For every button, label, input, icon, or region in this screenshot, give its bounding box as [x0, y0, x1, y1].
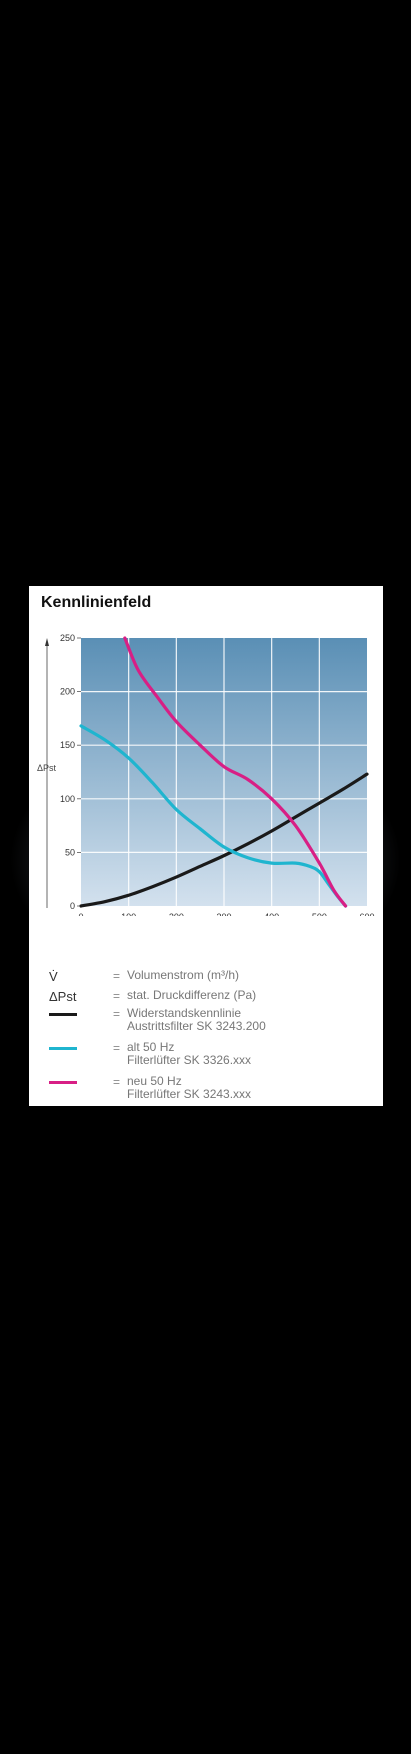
legend-equals: =: [113, 989, 121, 1003]
series-line-1: [79, 724, 348, 908]
y-tick-label: 50: [65, 847, 75, 857]
y-tick-label: 100: [60, 794, 75, 804]
legend-equals: =: [113, 1075, 121, 1089]
legend-equals: =: [113, 1007, 121, 1021]
legend-text: alt 50 Hz Filterlüfter SK 3326.xxx: [127, 1041, 251, 1067]
legend-text-line: Filterlüfter SK 3243.xxx: [127, 1087, 252, 1101]
y-tick-label: 200: [60, 687, 75, 697]
legend-swatch: [49, 1013, 77, 1016]
legend-text-line: neu 50 Hz: [127, 1074, 182, 1088]
legend-text-line: Austrittsfilter SK 3243.200: [127, 1019, 266, 1033]
legend-text: neu 50 Hz Filterlüfter SK 3243.xxx: [127, 1075, 251, 1101]
x-tick-label: 600: [359, 912, 374, 916]
x-tick-label: 100: [121, 912, 136, 916]
x-tick-label: 200: [169, 912, 184, 916]
legend-text-line: Filterlüfter SK 3326.xxx: [127, 1053, 252, 1067]
legend-text: Volumenstrom (m³/h): [127, 968, 240, 982]
x-tick-label: 0: [78, 912, 83, 916]
y-tick-label: 0: [70, 901, 75, 911]
y-arrow-head: [45, 638, 49, 646]
x-tick-label: 400: [264, 912, 279, 916]
legend-text: Widerstandskennlinie Austrittsfilter SK 3…: [127, 1007, 266, 1033]
legend-text-line: alt 50 Hz: [127, 1040, 175, 1054]
legend-text: stat. Druckdifferenz (Pa): [127, 988, 257, 1002]
y-tick-label: 150: [60, 740, 75, 750]
series-line-2: [123, 636, 348, 908]
legend-swatch: [49, 1047, 77, 1050]
legend-text-line: Widerstandskennlinie: [127, 1006, 242, 1020]
series-line-0: [79, 772, 369, 908]
legend-equals: =: [113, 969, 121, 983]
legend-equals: =: [113, 1041, 121, 1055]
chart-title: Kennlinienfeld: [41, 594, 152, 611]
y-axis-label: ΔPst: [37, 763, 57, 773]
x-tick-label: 300: [216, 912, 231, 916]
characteristic-chart: 0 50 100 150 200 250 0 100 200 300 400 500 600 ΔPst…: [37, 633, 375, 916]
x-tick-label: 500: [312, 912, 327, 916]
chart-card: Kennlinienfeld 0 50 100 150 200 250 0 100 200 30…: [29, 586, 383, 1106]
legend-symbol: ΔPst: [49, 989, 77, 1004]
legend-symbol: V̇: [49, 969, 58, 984]
y-tick-label: 250: [60, 633, 75, 643]
legend-swatch: [49, 1081, 77, 1084]
